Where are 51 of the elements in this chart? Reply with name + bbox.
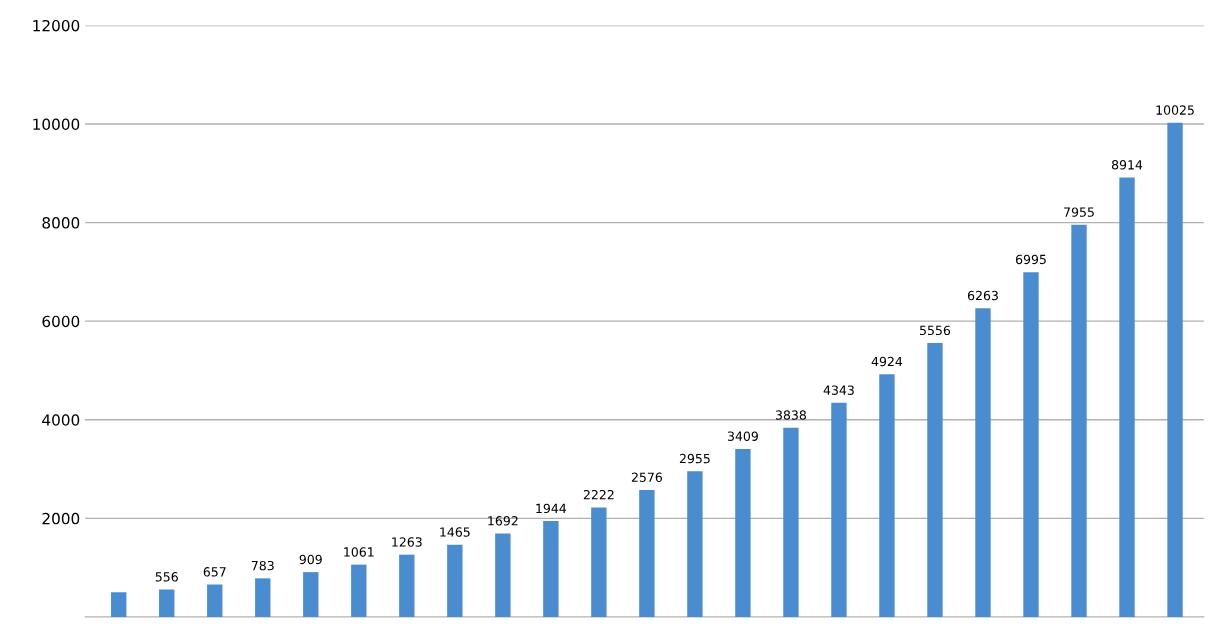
data-label: 909	[299, 554, 322, 565]
bar	[639, 489, 655, 617]
data-label: 6995	[1015, 254, 1046, 265]
data-label: 783	[251, 560, 274, 571]
data-label: 6263	[967, 290, 998, 301]
bar	[831, 402, 847, 617]
y-tick-label: 8000	[42, 217, 80, 229]
data-label: 1061	[344, 547, 374, 557]
y-tick-label: 10000	[33, 118, 80, 131]
bar	[447, 544, 463, 617]
bar	[735, 448, 751, 617]
data-label: 556	[155, 572, 178, 582]
data-label: 3409	[727, 431, 758, 441]
data-label: 7955	[1064, 207, 1094, 217]
bar	[1023, 272, 1039, 617]
bar	[1167, 122, 1183, 617]
data-label: 3838	[775, 410, 806, 420]
y-tick-label: 4000	[42, 414, 80, 426]
bar	[927, 343, 943, 617]
bar	[159, 589, 175, 617]
bar	[207, 584, 223, 617]
bar	[1119, 177, 1135, 617]
bar	[399, 554, 415, 617]
data-label: 2576	[631, 472, 662, 482]
data-label: 4343	[823, 385, 854, 395]
bar	[543, 521, 559, 617]
bar	[255, 578, 271, 617]
data-label: 2955	[679, 453, 710, 464]
bar	[351, 564, 367, 617]
bar	[591, 507, 607, 617]
data-label: 1944	[536, 503, 567, 514]
data-label: 4924	[871, 356, 903, 367]
bar	[1071, 224, 1087, 617]
y-tick-label: 2000	[42, 512, 80, 525]
data-label: 10025	[1156, 105, 1194, 115]
data-label: 657	[203, 567, 226, 577]
y-tick-label: 12000	[33, 19, 80, 32]
bar	[495, 533, 511, 617]
data-label: 1465	[440, 527, 470, 537]
bar	[111, 592, 127, 617]
bar	[975, 308, 991, 617]
bar	[687, 471, 703, 617]
bar	[303, 572, 319, 617]
data-label: 1692	[488, 516, 518, 526]
y-tick-label: 6000	[42, 315, 80, 328]
data-label: 2222	[583, 489, 614, 500]
data-label: 5556	[920, 325, 951, 336]
bar	[783, 427, 799, 617]
bar	[879, 374, 895, 617]
data-label: 1263	[392, 537, 422, 547]
data-label: 8914	[1111, 160, 1143, 170]
